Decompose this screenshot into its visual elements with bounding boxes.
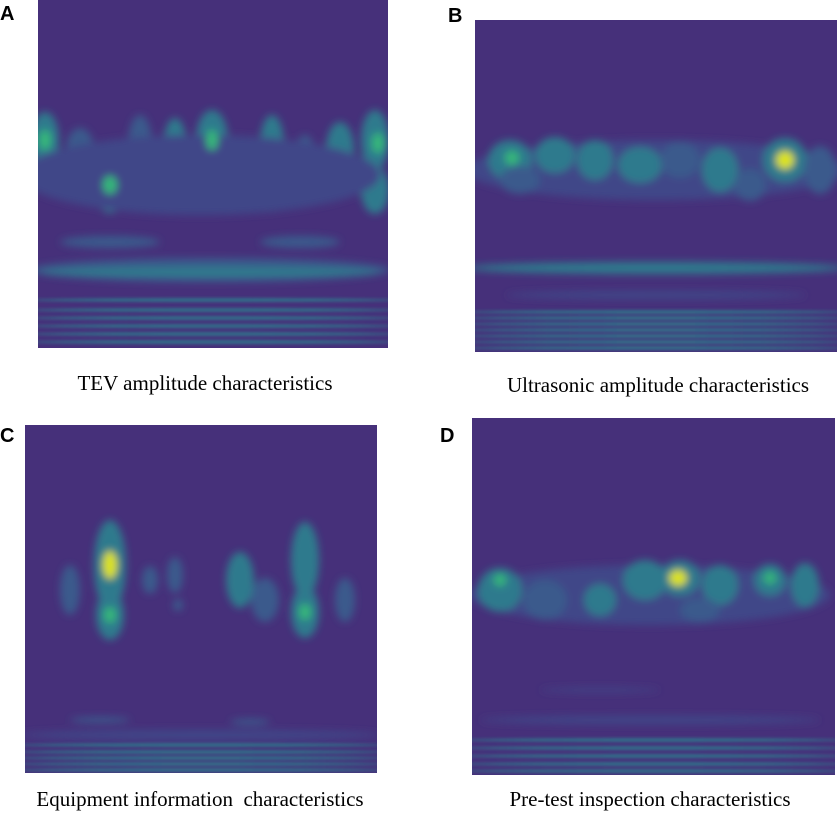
spectral-blob [577, 140, 613, 180]
spectral-blob [535, 137, 575, 173]
spectral-blob [39, 130, 51, 150]
spectral-line [475, 322, 837, 326]
panel-caption: Pre-test inspection characteristics [509, 787, 790, 811]
spectral-line [472, 754, 835, 758]
spectral-blob [523, 580, 567, 620]
spectral-line [472, 746, 835, 750]
spectral-blob [251, 578, 279, 622]
spectral-blob [60, 565, 80, 615]
spectral-line [472, 738, 835, 742]
spectral-blob [791, 563, 819, 607]
spectral-line [25, 750, 377, 754]
spectral-blob [142, 566, 158, 594]
spectral-blob [103, 551, 117, 579]
spectral-blob [506, 291, 806, 299]
scalogram [25, 425, 377, 773]
spectral-blob [230, 719, 270, 725]
spectral-blob [505, 151, 519, 165]
spectral-blob [480, 716, 820, 724]
spectral-blob [500, 166, 540, 194]
spectral-line [38, 340, 388, 344]
spectral-line [38, 308, 388, 312]
spectral-blob [40, 267, 380, 277]
spectral-blob [372, 133, 384, 153]
spectral-blob [680, 598, 720, 622]
spectral-blob [260, 236, 340, 248]
scalogram [472, 418, 835, 775]
panel-d: D Pre-test inspection characteristics [440, 418, 835, 811]
spectral-blob [669, 570, 687, 586]
spectral-blob [226, 552, 254, 608]
spectral-line [475, 310, 837, 314]
panel-a: A TEV amplitude characteristics [0, 0, 388, 395]
spectral-blob [291, 522, 319, 598]
spectral-line [475, 328, 837, 332]
spectral-blob [764, 572, 776, 584]
spectral-blob [660, 142, 700, 178]
spectral-blob [173, 599, 183, 611]
spectral-blob [702, 565, 738, 605]
spectral-line [475, 346, 837, 350]
spectral-blob [335, 578, 355, 622]
spectral-blob [70, 717, 130, 723]
spectral-blob [734, 169, 766, 201]
spectral-line [25, 768, 377, 772]
spectral-blob [623, 560, 667, 600]
spectral-blob [804, 146, 836, 194]
spectral-line [25, 756, 377, 760]
spectral-blob [475, 262, 837, 274]
spectral-line [38, 316, 388, 320]
panel-c: C Equipment information characteristics [0, 425, 377, 811]
spectral-blob [25, 730, 377, 740]
spectral-blob [494, 574, 506, 586]
panel-letter: B [448, 5, 462, 27]
panel-caption: TEV amplitude characteristics [77, 371, 332, 395]
spectral-blob [206, 130, 218, 150]
spectral-line [472, 762, 835, 766]
spectral-line [475, 316, 837, 320]
spectral-blob [776, 151, 794, 169]
spectral-blob [584, 584, 616, 616]
spectral-line [38, 332, 388, 336]
spectral-blob [167, 557, 183, 593]
scalogram [475, 20, 837, 352]
spectral-line [25, 762, 377, 766]
spectral-blob [60, 236, 160, 248]
panel-letter: C [0, 425, 14, 447]
panel-b: B Ultrasonic amplitude characteristics [448, 5, 837, 397]
panel-caption: Equipment information characteristics [36, 787, 363, 811]
spectral-blob [618, 147, 662, 183]
spectral-blob [478, 568, 522, 612]
spectral-blob [540, 688, 660, 692]
spectral-blob [104, 607, 116, 623]
spectral-line [38, 324, 388, 328]
spectral-line [475, 340, 837, 344]
panel-caption: Ultrasonic amplitude characteristics [507, 373, 809, 397]
spectral-line [25, 743, 377, 747]
spectral-blob [38, 135, 380, 215]
spectral-blob [702, 148, 738, 192]
panel-letter: A [0, 3, 14, 25]
spectral-blob [103, 176, 117, 194]
spectral-line [475, 334, 837, 338]
panel-letter: D [440, 425, 454, 447]
spectral-line [472, 769, 835, 773]
spectral-line [38, 298, 388, 302]
spectral-blob [299, 604, 311, 620]
scalogram [38, 0, 388, 348]
